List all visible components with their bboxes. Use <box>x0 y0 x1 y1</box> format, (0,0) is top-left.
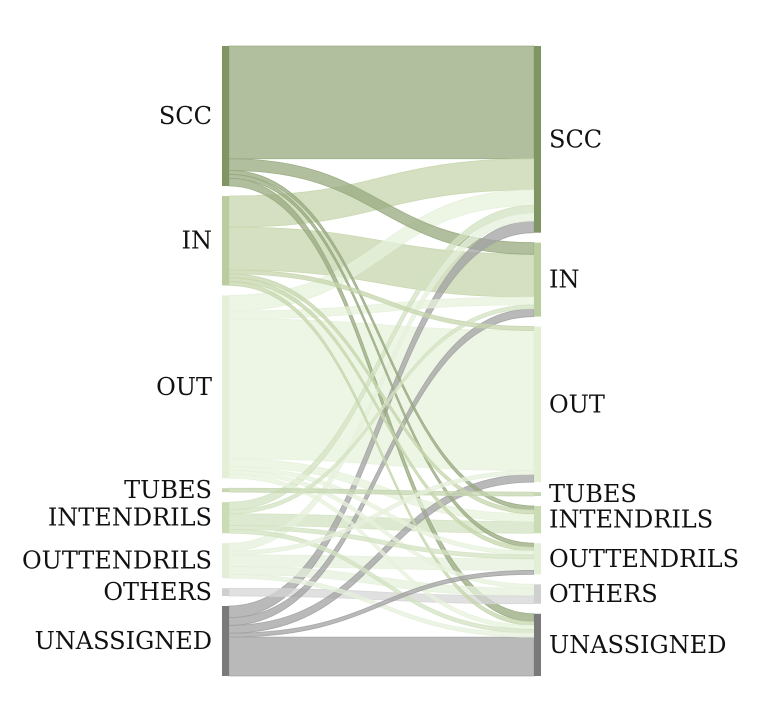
left-node-label-intendrils: INTENDRILS <box>48 504 212 532</box>
right-node-label-scc: SCC <box>549 125 602 153</box>
right-node-label-outtendrils: OUTTENDRILS <box>549 545 739 573</box>
node-layer <box>222 46 541 676</box>
flow-scc-to-scc <box>228 45 535 160</box>
left-node-label-in: IN <box>182 227 212 255</box>
right-node-bar-others <box>534 584 541 604</box>
left-node-label-unassigned: UNASSIGNED <box>35 627 212 655</box>
left-node-bar-others <box>222 588 229 596</box>
left-node-bar-intendrils <box>222 502 229 534</box>
left-node-bar-unassigned <box>222 606 229 676</box>
left-node-bar-out <box>222 295 229 479</box>
right-node-label-unassigned: UNASSIGNED <box>549 631 726 659</box>
right-node-label-tubes: TUBES <box>549 480 637 508</box>
left-node-bar-tubes <box>222 488 229 493</box>
left-node-bar-outtendrils <box>222 543 229 579</box>
left-node-bar-in <box>222 196 229 286</box>
right-node-bar-unassigned <box>534 613 541 676</box>
left-node-label-tubes: TUBES <box>124 476 212 504</box>
flow-unassigned-to-in <box>228 308 535 626</box>
right-node-bar-intendrils <box>534 506 541 534</box>
flow-layer <box>228 45 535 677</box>
right-node-bar-out <box>534 326 541 483</box>
right-node-bar-outtendrils <box>534 543 541 575</box>
right-node-label-out: OUT <box>549 390 605 418</box>
right-node-bar-scc <box>534 46 541 233</box>
flow-unassigned-to-unassigned <box>228 636 535 677</box>
right-node-label-in: IN <box>549 266 579 294</box>
right-node-bar-tubes <box>534 492 541 496</box>
right-node-label-intendrils: INTENDRILS <box>549 506 713 534</box>
left-node-bar-scc <box>222 46 229 186</box>
left-node-label-scc: SCC <box>159 102 212 130</box>
right-node-bar-in <box>534 242 541 317</box>
label-layer: SCCINOUTTUBESINTENDRILSOUTTENDRILSOTHERS… <box>22 102 739 659</box>
right-node-label-others: OTHERS <box>549 580 658 608</box>
left-node-label-others: OTHERS <box>103 578 212 606</box>
left-node-label-outtendrils: OUTTENDRILS <box>22 547 212 575</box>
left-node-label-out: OUT <box>156 373 212 401</box>
